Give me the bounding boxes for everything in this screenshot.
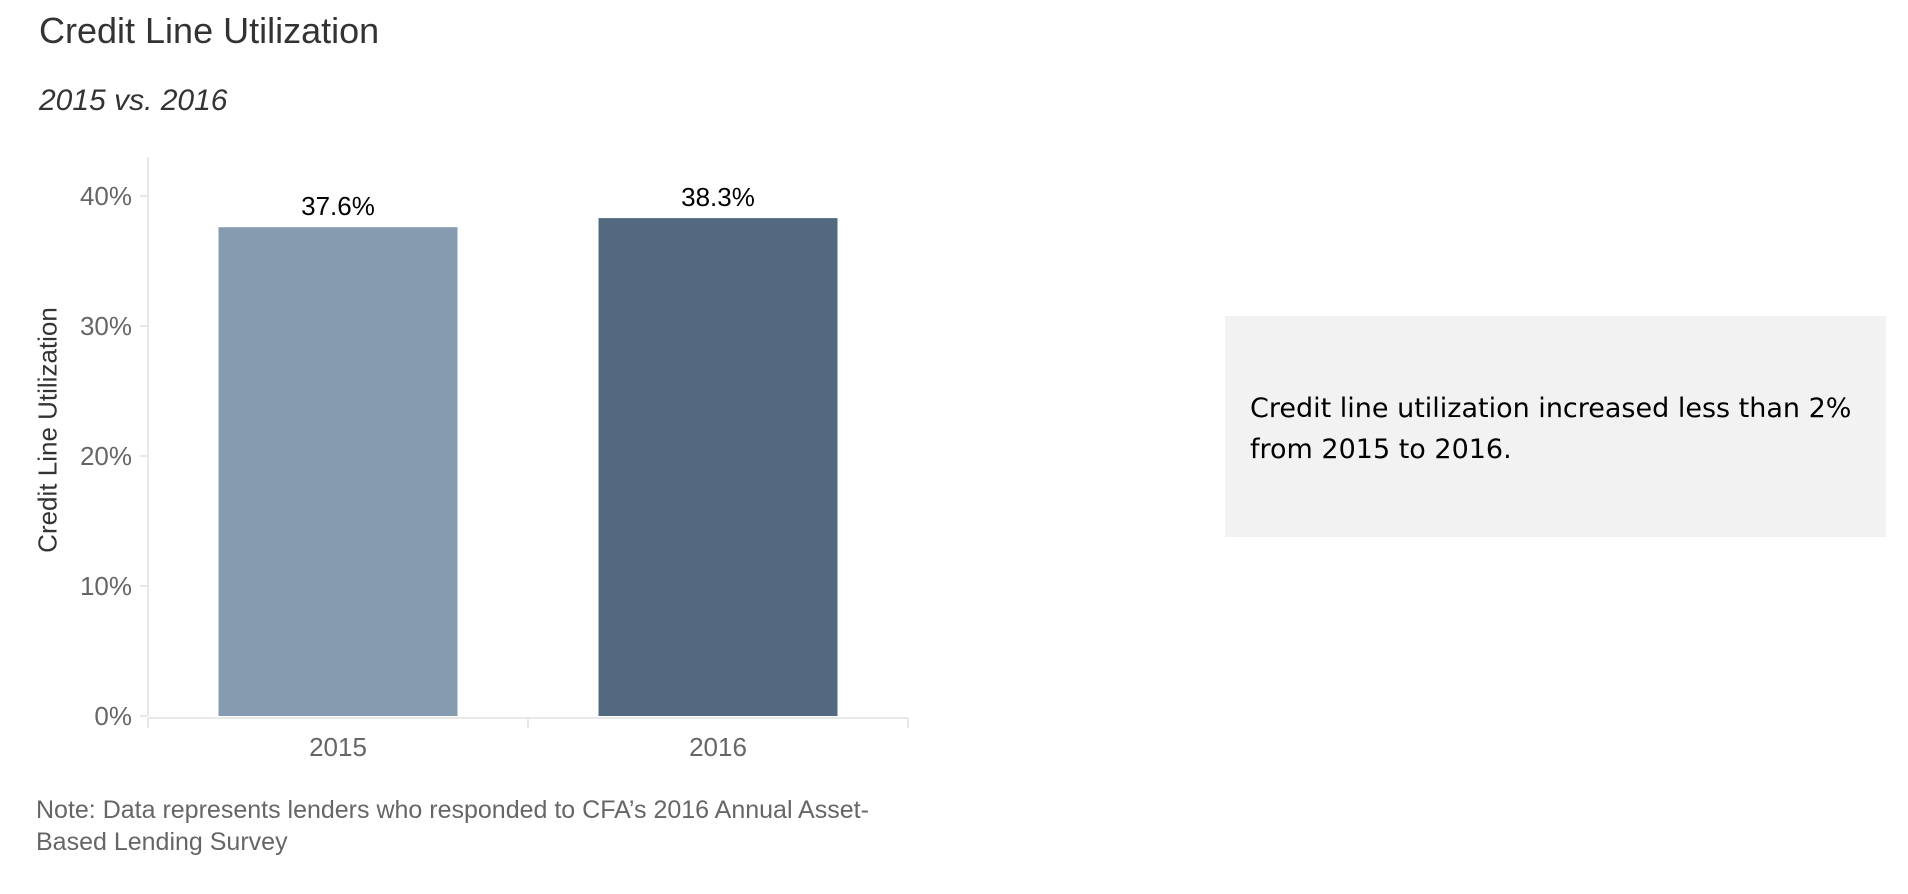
bar-chart: 0% 10% 20% 30% 40% 37.6% 2015 38.3% 2016 xyxy=(80,157,909,762)
y-tick-label: 40% xyxy=(80,181,132,211)
y-axis-label: Credit Line Utilization xyxy=(32,307,63,553)
bar-2015 xyxy=(218,227,458,716)
annotation-box: Credit line utilization increased less t… xyxy=(1225,316,1886,537)
labels: 37.6% 2015 38.3% 2016 xyxy=(301,182,755,762)
y-tick-label: 0% xyxy=(94,701,132,731)
annotation-text: Credit line utilization increased less t… xyxy=(1250,393,1852,465)
y-tick-label: 20% xyxy=(80,441,132,471)
x-tick-label-2015: 2015 xyxy=(309,732,367,762)
chart-title: Credit Line Utilization xyxy=(39,10,380,51)
axes: 0% 10% 20% 30% 40% xyxy=(80,157,909,731)
y-tick-label: 30% xyxy=(80,311,132,341)
footnote: Note: Data represents lenders who respon… xyxy=(36,796,869,856)
bar-2016 xyxy=(598,218,838,716)
y-tick-label: 10% xyxy=(80,571,132,601)
data-label-2015: 37.6% xyxy=(301,191,375,221)
bars xyxy=(218,218,838,716)
chart-subtitle: 2015 vs. 2016 xyxy=(39,84,228,117)
x-tick-label-2016: 2016 xyxy=(689,732,747,762)
data-label-2016: 38.3% xyxy=(681,182,755,212)
